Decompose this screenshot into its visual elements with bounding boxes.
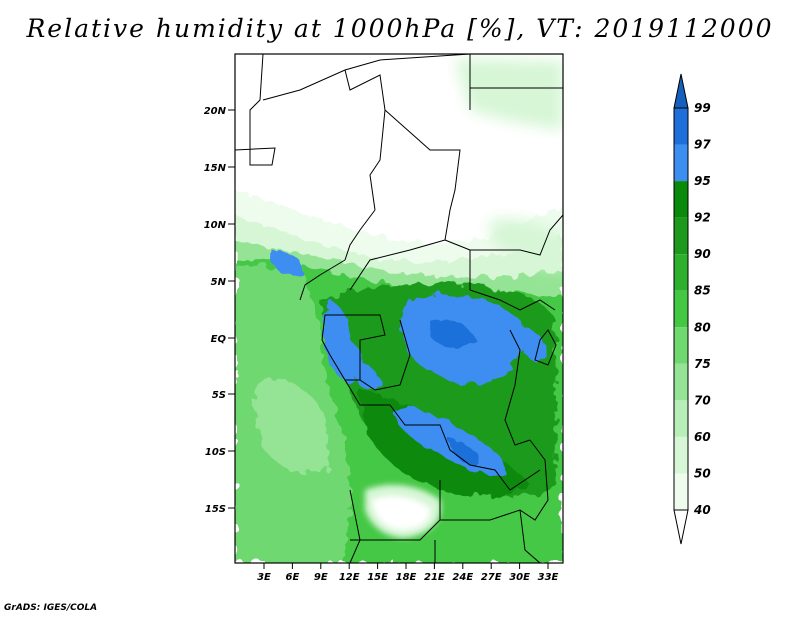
colorbar-label: 99 [694, 101, 711, 115]
colorbar-segment [674, 473, 688, 510]
colorbar-segment [674, 436, 688, 474]
lat-tick-label: 15S [205, 504, 226, 515]
colorbar-segment [674, 400, 688, 437]
lon-tick-label: 33E [538, 572, 559, 583]
colorbar-label: 70 [694, 393, 711, 407]
lat-tick-label: 10N [204, 220, 227, 231]
colorbar-label: 75 [694, 357, 711, 371]
colorbar-label: 90 [694, 247, 711, 261]
colorbar-label: 60 [694, 430, 711, 444]
colorbar-segment [674, 181, 688, 218]
colorbar-segment [674, 108, 688, 145]
lon-tick-label: 12E [339, 572, 360, 583]
colorbar-top-arrow [673, 73, 689, 109]
longitude-axis: 3E 6E 9E 12E 15E 18E 21E 24E 27E 30E 33E [257, 563, 559, 583]
colorbar-label: 92 [694, 211, 711, 225]
software-credit: GrADS: IGES/COLA [4, 603, 98, 613]
lon-tick-label: 3E [257, 572, 271, 583]
colorbar-segment [674, 254, 688, 291]
colorbar-segment [674, 290, 688, 328]
colorbar-segment [674, 363, 688, 401]
colorbar-segment [674, 144, 688, 182]
map-field [235, 54, 563, 563]
lat-tick-label: 5N [211, 277, 227, 288]
colorbar-label: 85 [694, 284, 711, 298]
lon-tick-label: 21E [424, 572, 445, 583]
colorbar-label: 95 [694, 174, 711, 188]
lat-tick-label: 10S [205, 447, 226, 458]
colorbar-segment [674, 327, 688, 364]
chart-title: Relative humidity at 1000hPa [%], VT: 20… [26, 14, 774, 43]
colorbar-bottom-arrow [673, 509, 689, 545]
colorbar-segment [674, 217, 688, 255]
lat-tick-label: 15N [204, 163, 227, 174]
lon-tick-label: 6E [286, 572, 300, 583]
lat-tick-label: EQ [211, 334, 227, 345]
latitude-axis: 20N 15N 10N 5N EQ 5S 10S 15S [204, 106, 235, 515]
map-frame [234, 53, 564, 564]
lat-tick-label: 5S [212, 390, 226, 401]
lon-tick-label: 18E [396, 572, 417, 583]
lat-tick-label: 20N [204, 106, 227, 117]
colorbar-label: 40 [693, 503, 711, 517]
lon-tick-label: 9E [314, 572, 328, 583]
colorbar: 99 97 95 92 90 85 80 75 70 60 50 40 [673, 73, 711, 545]
colorbar-label: 50 [694, 466, 711, 480]
lon-tick-label: 27E [481, 572, 502, 583]
lon-tick-label: 24E [452, 572, 473, 583]
lon-tick-label: 30E [509, 572, 530, 583]
colorbar-label: 97 [694, 138, 711, 152]
colorbar-label: 80 [694, 320, 711, 334]
lon-tick-label: 15E [367, 572, 388, 583]
